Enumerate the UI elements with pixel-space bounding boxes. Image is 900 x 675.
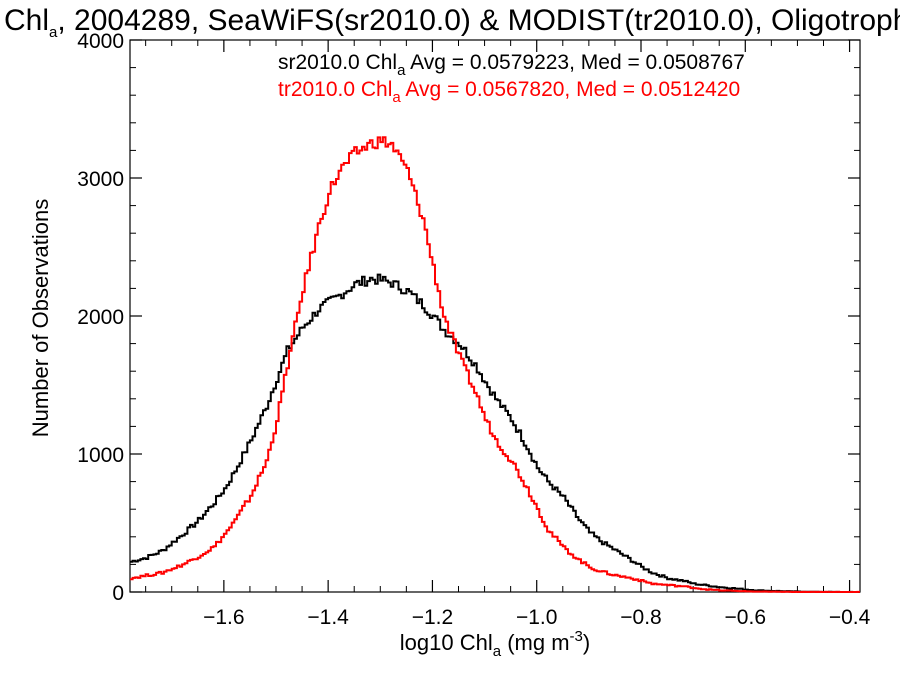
x-tick-label: −1.6 [203,606,244,629]
x-tick-label: −0.8 [620,606,661,629]
y-tick-label: 3000 [77,168,124,191]
series-layer [130,136,860,593]
y-tick-label: 4000 [77,30,124,53]
x-tick-label: −1.2 [412,606,453,629]
y-tick-label: 0 [112,582,124,605]
x-axis-label: log10 Chla (mg m-3) [400,628,590,660]
y-tick-label: 1000 [77,444,124,467]
plot-frame [129,39,861,593]
x-tick-label: −1.0 [516,606,557,629]
x-tick-label: −0.4 [829,606,871,629]
chart-title: Chla, 2004289, SeaWiFS(sr2010.0) & MODIS… [4,4,900,41]
y-tick-label: 2000 [77,306,124,329]
axis-ticks: −1.6 −1.4 −1.2 −1.0 −0.8 −0.6 −0.4 0 1000 2000 300… [77,30,870,629]
series-line-tr2010-0 [130,136,860,593]
series-line-sr2010-0 [130,273,860,593]
x-tick-label: −0.6 [725,606,766,629]
legend-label-sr2010: sr2010.0 Chla Avg = 0.0579223, Med = 0.0… [278,51,745,79]
legend-label-tr2010: tr2010.0 Chla Avg = 0.0567820, Med = 0.0… [278,78,740,106]
y-axis-label: Number of Observations [28,199,53,437]
x-tick-label: −1.4 [307,606,349,629]
